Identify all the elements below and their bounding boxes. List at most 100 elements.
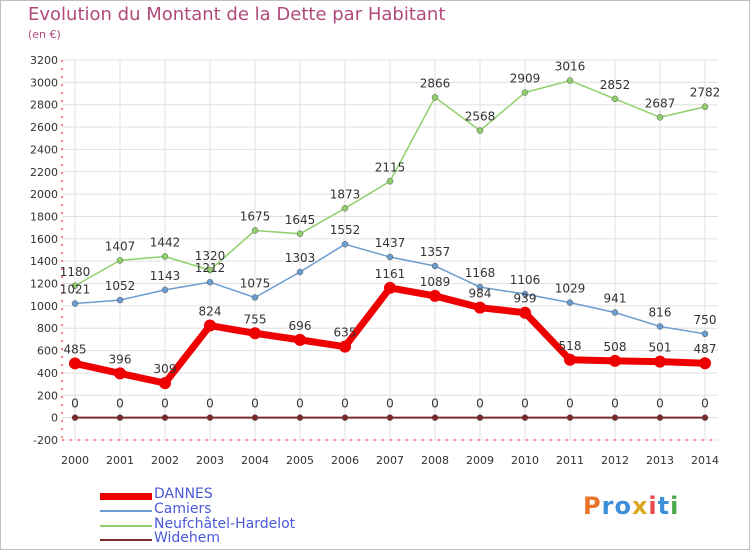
x-tick-label: 2014 (691, 454, 719, 467)
data-point-neufch-tel-hardelot (476, 127, 484, 134)
data-label-camiers: 1303 (285, 251, 316, 265)
data-point-widehem (701, 414, 709, 421)
data-point-widehem (521, 414, 529, 421)
data-label-widehem: 0 (71, 397, 79, 411)
data-label-dannes: 518 (559, 339, 582, 353)
data-point-widehem (656, 414, 664, 421)
data-label-widehem: 0 (161, 397, 169, 411)
data-label-widehem: 0 (566, 397, 574, 411)
data-label-widehem: 0 (656, 397, 664, 411)
data-point-widehem (476, 414, 484, 421)
data-point-neufch-tel-hardelot (341, 205, 349, 212)
data-point-camiers (431, 262, 439, 270)
x-tick-label: 2011 (556, 454, 584, 467)
data-label-widehem: 0 (476, 397, 484, 411)
x-tick-label: 2005 (286, 454, 314, 467)
data-label-widehem: 0 (521, 397, 529, 411)
data-label-neufch-tel-hardelot: 1675 (240, 209, 271, 223)
data-label-camiers: 1168 (465, 266, 496, 280)
data-label-camiers: 1552 (330, 223, 361, 237)
data-label-dannes: 939 (514, 292, 537, 306)
data-label-dannes: 1089 (420, 275, 451, 289)
y-tick-label: 600 (37, 345, 58, 358)
y-tick-label: 2400 (30, 143, 58, 156)
data-point-dannes (69, 357, 81, 370)
data-label-camiers: 1357 (420, 245, 451, 259)
data-point-widehem (386, 414, 394, 421)
data-point-camiers (161, 286, 169, 294)
data-label-neufch-tel-hardelot: 1645 (285, 213, 316, 227)
data-point-widehem (296, 414, 304, 421)
data-label-neufch-tel-hardelot: 2866 (420, 76, 451, 90)
data-label-camiers: 1106 (510, 273, 541, 287)
x-tick-label: 2003 (196, 454, 224, 467)
y-tick-label: 1600 (30, 233, 58, 246)
data-point-neufch-tel-hardelot (701, 103, 709, 110)
data-label-neufch-tel-hardelot: 2568 (465, 110, 496, 124)
data-label-neufch-tel-hardelot: 2782 (690, 86, 721, 100)
data-label-widehem: 0 (386, 397, 394, 411)
data-point-widehem (566, 414, 574, 421)
data-point-widehem (71, 414, 79, 421)
data-point-dannes (294, 333, 306, 346)
data-label-neufch-tel-hardelot: 2115 (375, 160, 406, 174)
data-label-dannes: 485 (64, 342, 87, 356)
data-label-dannes: 1161 (375, 267, 406, 281)
y-tick-label: 1000 (30, 300, 58, 313)
y-tick-label: -200 (33, 434, 58, 447)
y-tick-label: 200 (37, 389, 58, 402)
data-label-camiers: 816 (649, 305, 672, 319)
data-label-widehem: 0 (701, 397, 709, 411)
chart-title: Evolution du Montant de la Dette par Hab… (28, 4, 446, 25)
x-tick-label: 2001 (106, 454, 134, 467)
data-label-dannes: 508 (604, 340, 627, 354)
data-point-camiers (71, 300, 79, 307)
data-label-camiers: 750 (694, 313, 717, 327)
data-label-camiers: 1021 (60, 283, 91, 297)
data-point-dannes (339, 340, 351, 353)
data-point-camiers (566, 299, 574, 306)
x-tick-label: 2010 (511, 454, 539, 467)
data-point-neufch-tel-hardelot (656, 114, 664, 121)
y-tick-label: 1800 (30, 210, 58, 223)
data-point-neufch-tel-hardelot (296, 230, 304, 238)
data-label-neufch-tel-hardelot: 1180 (60, 265, 91, 279)
y-tick-label: 800 (37, 322, 58, 335)
data-point-neufch-tel-hardelot (521, 89, 529, 96)
data-point-dannes (429, 289, 441, 302)
x-tick-label: 2004 (241, 454, 269, 467)
data-point-camiers (521, 290, 529, 298)
data-point-camiers (656, 323, 664, 330)
data-point-camiers (116, 296, 124, 304)
data-point-widehem (116, 414, 124, 421)
data-label-camiers: 1075 (240, 277, 271, 291)
data-label-widehem: 0 (116, 397, 124, 411)
data-point-dannes (519, 306, 531, 319)
data-point-dannes (114, 367, 126, 380)
proxiti-logo: Proxiti (583, 492, 680, 520)
data-label-widehem: 0 (296, 397, 304, 411)
data-label-dannes: 396 (109, 352, 132, 366)
data-point-neufch-tel-hardelot (161, 253, 169, 260)
data-label-widehem: 0 (611, 397, 619, 411)
x-tick-label: 2013 (646, 454, 674, 467)
data-label-neufch-tel-hardelot: 2687 (645, 96, 676, 110)
x-tick-label: 2009 (466, 454, 494, 467)
y-tick-label: 2600 (30, 121, 58, 134)
chart-subtitle: (en €) (28, 28, 61, 41)
data-point-dannes (699, 357, 711, 370)
data-point-widehem (206, 414, 214, 421)
data-label-dannes: 984 (469, 287, 492, 301)
x-tick-label: 2002 (151, 454, 179, 467)
data-point-dannes (654, 355, 666, 368)
data-label-neufch-tel-hardelot: 3016 (555, 60, 586, 74)
data-label-dannes: 487 (694, 342, 717, 356)
y-tick-label: 2000 (30, 188, 58, 201)
data-label-dannes: 696 (289, 319, 312, 333)
data-point-widehem (341, 414, 349, 421)
data-label-camiers: 1052 (105, 279, 136, 293)
legend-label-camiers: Camiers (154, 501, 212, 517)
y-tick-label: 3000 (30, 76, 58, 89)
data-label-widehem: 0 (251, 397, 259, 411)
data-label-camiers: 1437 (375, 236, 406, 250)
